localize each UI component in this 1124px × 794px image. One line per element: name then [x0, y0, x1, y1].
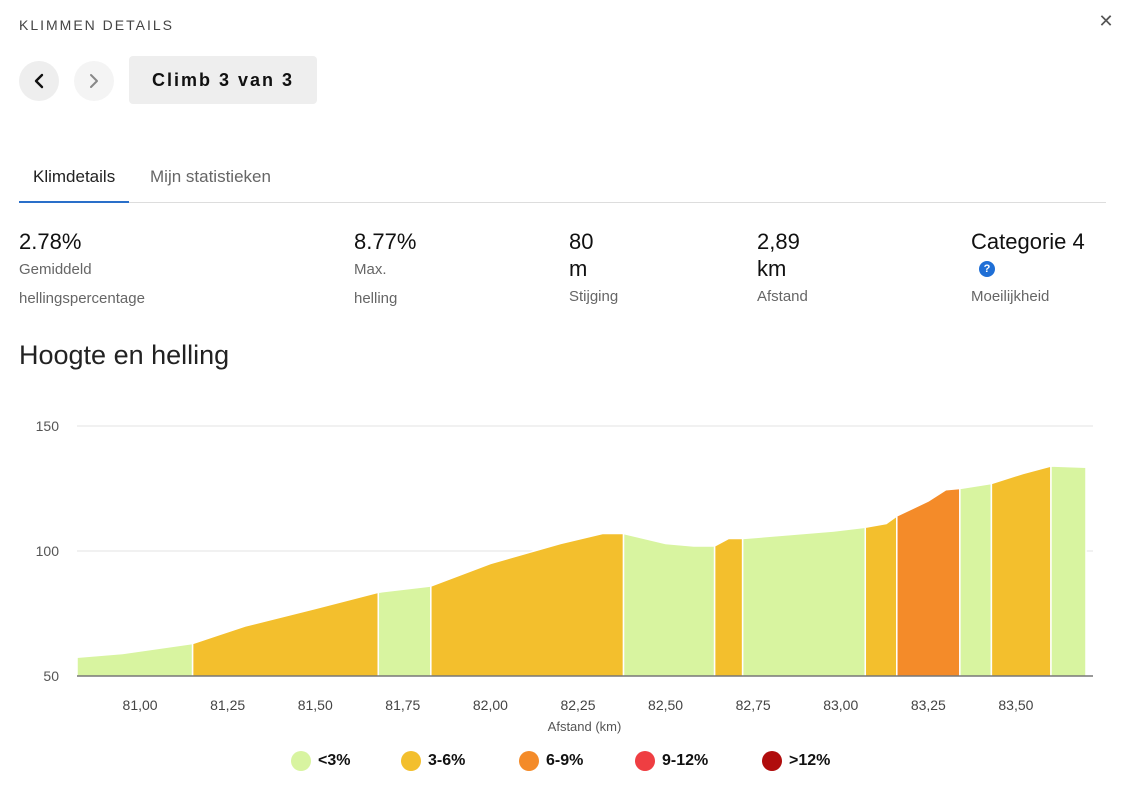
legend-item: <3%: [291, 751, 350, 771]
stat-label: Moeilijkheid: [971, 288, 1050, 305]
help-icon[interactable]: ?: [979, 261, 995, 277]
y-tick-label: 50: [43, 668, 59, 684]
legend-swatch: [291, 751, 311, 771]
elevation-segment: [990, 465, 1052, 677]
tab-mijn-statistieken[interactable]: Mijn statistieken: [150, 167, 271, 186]
elevation-chart: 50 100 150 81,00 81,25 81,50 81,75 82,00 82,25 82…: [36, 418, 1093, 734]
x-tick-label: 82,50: [648, 697, 683, 713]
legend-label: <3%: [318, 752, 351, 769]
stat-value: 2.78%: [19, 229, 82, 254]
x-tick-label: 83,00: [823, 697, 858, 713]
legend-swatch: [519, 751, 539, 771]
climb-counter: Climb 3 van 3: [129, 56, 317, 104]
y-tick-label: 100: [36, 543, 60, 559]
stat-label: Gemiddeld: [19, 261, 92, 278]
stat-unit: km: [757, 256, 787, 281]
stat-label: helling: [354, 290, 398, 307]
x-tick-label: 83,50: [998, 697, 1033, 713]
elevation-segment: [76, 642, 194, 677]
chevron-right-icon: [90, 74, 98, 88]
stat-average-grade: 2.78% Gemiddeld hellingspercentage: [19, 228, 145, 313]
legend-item: 6-9%: [519, 751, 583, 771]
x-axis-label: Afstand (km): [548, 719, 622, 734]
stat-label: Max.: [354, 261, 387, 278]
stat-unit: m: [569, 256, 588, 281]
x-tick-label: 81,50: [298, 697, 333, 713]
legend-label: 3-6%: [428, 752, 466, 769]
close-icon[interactable]: ✕: [1098, 11, 1114, 31]
section-title: Hoogte en helling: [19, 340, 230, 370]
legend-swatch: [762, 751, 782, 771]
legend-label: 9-12%: [662, 752, 709, 769]
x-tick-label: 82,00: [473, 697, 508, 713]
stat-value: 80: [569, 229, 594, 254]
chart-legend: <3% 3-6% 6-9% 9-12% >12%: [0, 751, 1124, 781]
next-climb-button[interactable]: [74, 61, 114, 101]
stat-value: Categorie 4: [971, 229, 1085, 254]
elevation-segment: [430, 532, 625, 677]
elevation-segment: [1050, 465, 1087, 677]
elevation-segment: [896, 487, 961, 677]
previous-climb-button[interactable]: [19, 61, 59, 101]
x-tick-label: 83,25: [911, 697, 946, 713]
x-tick-label: 82,75: [736, 697, 771, 713]
elevation-segment: [741, 526, 867, 677]
chevron-left-icon: [34, 73, 44, 89]
stat-value: 8.77%: [354, 229, 417, 254]
stat-label: Stijging: [569, 288, 619, 305]
legend-label: 6-9%: [546, 752, 584, 769]
elevation-segment: [191, 591, 380, 677]
elevation-segment: [864, 514, 898, 677]
stat-elevation-gain: 80 m Stijging: [569, 228, 618, 311]
legend-label: >12%: [789, 752, 831, 769]
legend-item: >12%: [762, 751, 830, 771]
x-tick-label: 81,75: [385, 697, 420, 713]
legend-swatch: [635, 751, 655, 771]
tab-klimdetails[interactable]: Klimdetails: [19, 155, 130, 203]
x-tick-label: 81,00: [123, 697, 158, 713]
elevation-segment: [377, 585, 432, 677]
stat-distance: 2,89 km Afstand: [757, 228, 808, 311]
stat-label: Afstand: [757, 288, 808, 305]
stat-value: 2,89: [757, 229, 800, 254]
stat-difficulty: Categorie 4 ? Moeilijkheid: [971, 228, 1085, 311]
legend-item: 9-12%: [635, 751, 708, 771]
stat-label: hellingspercentage: [19, 290, 145, 307]
x-tick-label: 81,25: [210, 697, 245, 713]
elevation-segment: [713, 537, 744, 677]
elevation-segment: [622, 532, 716, 677]
x-tick-label: 82,25: [560, 697, 595, 713]
legend-item: 3-6%: [401, 751, 465, 771]
elevation-segment: [959, 482, 993, 677]
legend-swatch: [401, 751, 421, 771]
y-tick-label: 150: [36, 418, 60, 434]
panel-title: KLIMMEN DETAILS: [19, 17, 174, 33]
tab-bar: Klimdetails Mijn statistieken: [19, 155, 1106, 203]
stat-max-grade: 8.77% Max. helling: [354, 228, 416, 313]
